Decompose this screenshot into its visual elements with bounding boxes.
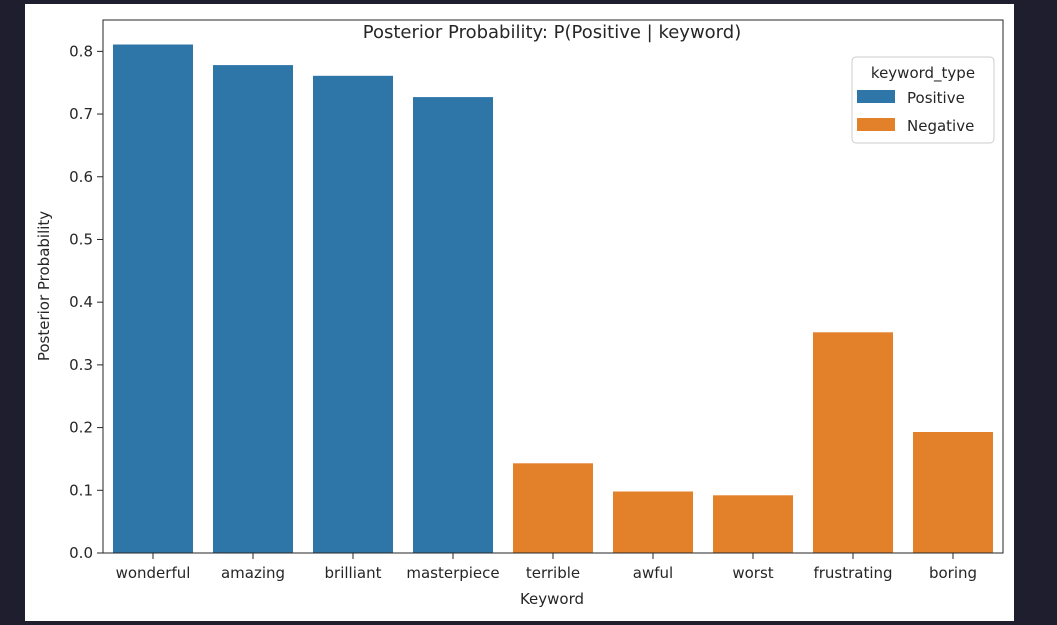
- chart-title: Posterior Probability: P(Positive | keyw…: [363, 22, 741, 43]
- x-tick-label-worst: worst: [732, 564, 773, 582]
- legend-swatch-negative: [857, 118, 895, 131]
- legend: keyword_type Positive Negative: [851, 56, 995, 144]
- y-tick-label: 0.4: [69, 293, 93, 311]
- y-tick-label: 0.2: [69, 419, 93, 437]
- legend-swatch-positive: [857, 90, 895, 103]
- chart-figure: Posterior Probability: P(Positive | keyw…: [25, 4, 1014, 621]
- legend-label-positive: Positive: [907, 89, 965, 107]
- y-tick-label: 0.6: [69, 168, 93, 186]
- bar-awful: [613, 491, 693, 553]
- bar-terrible: [513, 463, 593, 553]
- x-tick-label-awful: awful: [633, 564, 673, 582]
- y-tick-label: 0.7: [69, 105, 93, 123]
- x-tick-label-boring: boring: [929, 564, 977, 582]
- y-tick-label: 0.8: [69, 42, 93, 60]
- legend-title: keyword_type: [871, 64, 975, 83]
- x-axis-title: Keyword: [520, 590, 584, 608]
- legend-label-negative: Negative: [907, 117, 974, 135]
- bar-frustrating: [813, 332, 893, 553]
- x-tick-label-amazing: amazing: [221, 564, 285, 582]
- x-tick-label-masterpiece: masterpiece: [406, 564, 499, 582]
- y-axis: 0.0 0.1 0.2 0.3 0.4 0.5 0.6 0.7 0.8: [69, 42, 103, 562]
- y-tick-label: 0.1: [69, 481, 93, 499]
- bar-wonderful: [113, 44, 193, 553]
- y-tick-label: 0.3: [69, 356, 93, 374]
- x-tick-label-brilliant: brilliant: [325, 564, 382, 582]
- y-tick-label: 0.5: [69, 230, 93, 248]
- x-axis: wonderful amazing brilliant masterpiece terr…: [116, 553, 977, 582]
- y-axis-title: Posterior Probability: [35, 211, 53, 361]
- y-tick-label: 0.0: [69, 544, 93, 562]
- bar-masterpiece: [413, 97, 493, 553]
- x-tick-label-terrible: terrible: [526, 564, 580, 582]
- bar-chart: Posterior Probability: P(Positive | keyw…: [35, 19, 1004, 608]
- bar-worst: [713, 495, 793, 553]
- x-tick-label-wonderful: wonderful: [116, 564, 191, 582]
- bar-boring: [913, 432, 993, 553]
- x-tick-label-frustrating: frustrating: [813, 564, 892, 582]
- bar-brilliant: [313, 75, 393, 554]
- bar-amazing: [213, 65, 293, 553]
- bars-group: [113, 44, 993, 554]
